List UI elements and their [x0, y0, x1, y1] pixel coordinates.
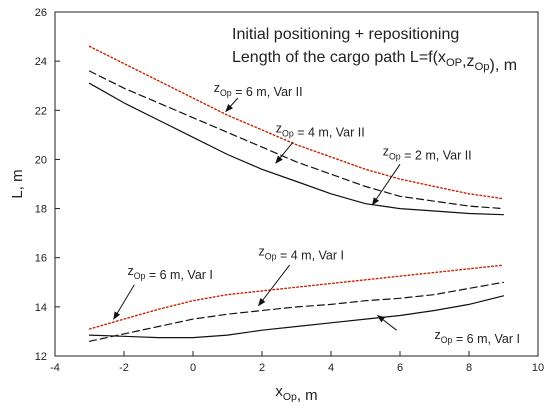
chart-title-line-1: Initial positioning + repositioning [232, 26, 459, 43]
y-axis-label: L, m [9, 169, 26, 198]
y-tick-label: 20 [35, 154, 47, 166]
annotation-label: zOp = 6 m, Var I [435, 328, 520, 346]
x-tick-label: 6 [397, 362, 403, 374]
annotation-label: zOp = 6 m, Var I [127, 264, 212, 282]
annotation-arrow [225, 97, 239, 113]
x-tick-label: -2 [119, 362, 129, 374]
annotation-arrow [371, 164, 401, 206]
y-tick-label: 24 [35, 56, 47, 68]
x-tick-label: 2 [259, 362, 265, 374]
x-tick-label: 10 [532, 362, 544, 374]
series-5 [88, 281, 505, 342]
y-tick-label: 12 [35, 351, 47, 363]
series-line [88, 82, 505, 216]
series-line [88, 295, 505, 339]
series-4 [88, 264, 505, 330]
series-6 [88, 295, 505, 339]
annotation-arrow [376, 314, 397, 331]
series-3 [88, 82, 505, 216]
series-1 [88, 45, 505, 200]
y-tick-label: 26 [35, 7, 47, 19]
series-2 [88, 70, 505, 210]
annotation-label: zOp = 6 m, Var II [214, 81, 303, 99]
annotation-arrow [275, 141, 294, 164]
x-tick-label: 0 [190, 362, 196, 374]
annotation-label: zOp = 4 m, Var I [259, 244, 344, 262]
series-line [88, 264, 505, 330]
series-line [88, 45, 505, 200]
series-line [88, 70, 505, 210]
y-tick-label: 18 [35, 204, 47, 216]
y-tick-label: 22 [35, 105, 47, 117]
annotation-label: zOp = 4 m, Var II [276, 121, 365, 139]
annotation-label: zOp = 2 m, Var II [383, 145, 472, 163]
y-tick-label: 16 [35, 253, 47, 265]
y-tick-label: 14 [35, 302, 47, 314]
plot-area [54, 11, 539, 357]
chart-title-line-2: Length of the cargo path L=f(xOP,zOp), m [232, 49, 517, 74]
x-tick-label: -4 [50, 362, 60, 374]
x-tick-label: 4 [328, 362, 334, 374]
annotation-arrow [258, 264, 290, 307]
x-tick-label: 8 [466, 362, 472, 374]
x-axis-label: xOp, m [275, 383, 317, 404]
annotation-arrow [113, 284, 135, 320]
series-line [88, 281, 505, 342]
